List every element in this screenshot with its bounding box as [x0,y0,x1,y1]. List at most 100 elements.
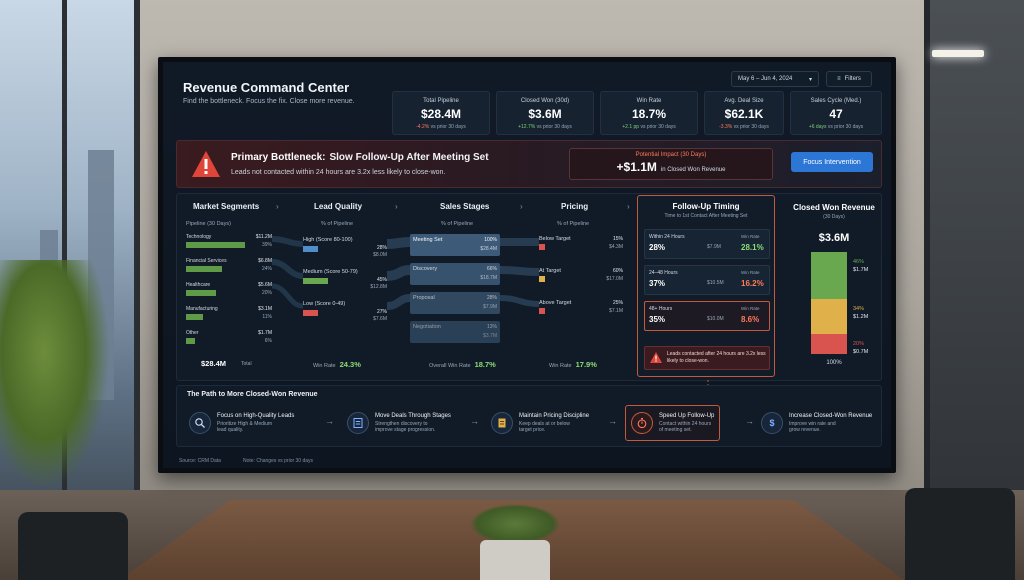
kpi-change: +12.7% vs prior 30 days [497,124,593,130]
followup-label: 48+ Hours [649,306,673,312]
segment-value: $1.7M [853,267,869,273]
chair [905,488,1015,580]
segment-pct: 20% [261,290,272,296]
path-step-quality[interactable]: Focus on High-Quality Leads Prioritize H… [189,405,294,441]
footer-note: Note: Changes vs prior 30 days [243,458,314,464]
followup-win-rate-label: Win Rate [741,234,760,239]
segment-pct: 34% [853,305,865,312]
segment-value: $0.7M [853,348,869,355]
kpi-compare: vs prior 30 days [733,124,769,130]
closed-won-segment-label: 20% $0.7M [853,340,868,356]
quality-name: Low (Score 0-49) [303,301,346,307]
followup-subtitle: Time to 1st Contact After Meeting Set [664,213,748,219]
stage-row[interactable]: Meeting Set 100% $28.4M [410,234,500,256]
stage-row[interactable]: Discovery 66% $18.7M [410,263,500,285]
segment-row[interactable]: Other $1.7M 6% [186,330,272,344]
stage-name: Proposal [413,295,435,301]
filters-button[interactable]: ≡ Filters [826,71,872,87]
segment-pct: 20% [853,340,865,347]
closed-won-segment-label: 46% $1.7M [853,258,868,274]
pricing-row[interactable]: Above Target 25% $7.1M [539,300,623,314]
followup-win-rate-label: Win Rate [741,270,760,275]
stage-row[interactable]: Proposal 28% $7.9M [410,292,500,314]
table-plant [470,504,560,544]
segment-name: Manufacturing [186,306,218,312]
path-step-stages[interactable]: Move Deals Through Stages Strengthen dis… [347,405,451,441]
chevron-right-icon: › [395,202,398,211]
kpi-sales-cycle: Sales Cycle (Med.) 47 +6 days vs prior 3… [790,91,882,135]
pricing-row[interactable]: Below Target 15% $4.3M [539,236,623,250]
chevron-right-icon: › [520,202,523,211]
kpi-compare: vs prior 30 days [430,124,466,130]
pricing-row[interactable]: At Target 60% $17.0M [539,268,623,282]
followup-pct: 35% [649,315,666,324]
impact-label: Potential Impact (30 Days) [635,152,707,158]
followup-card[interactable]: Within 24 Hours 28% $7.9M Win Rate 28.1% [644,229,770,259]
path-step-title: Focus on High-Quality Leads [217,412,295,419]
quality-name: Medium (Score 50-79) [303,269,358,275]
quality-pct: 28% [376,245,387,251]
followup-pct: 37% [649,279,666,288]
followup-panel: Follow-Up Timing Time to 1st Contact Aft… [637,195,775,377]
focus-intervention-button[interactable]: Focus Intervention [791,152,873,172]
pricing-value: $7.1M [609,308,623,314]
stopwatch-icon [631,412,653,434]
followup-win-rate: 16.2% [741,279,764,288]
segment-pct: 11% [262,314,272,320]
segment-row[interactable]: Manufacturing $3.1M 11% [186,306,272,320]
followup-card[interactable]: 48+ Hours 35% $10.0M Win Rate 8.6% [644,301,770,331]
stages-title: Sales Stages [440,202,490,211]
segment-pct: 24% [261,266,272,272]
quality-row[interactable]: High (Score 80-100) 28% $8.0M [303,237,387,258]
segment-row[interactable]: Healthcare $5.6M 20% [186,282,272,296]
segment-value: $11.2M [255,234,272,240]
path-step-desc-line: target price. [519,427,546,433]
path-step-desc-line: improve stage progression. [375,427,436,433]
pricing-pct: 15% [612,236,623,242]
segment-pct: 46% [853,259,865,265]
closed-won-title: Closed Won Revenue [793,203,875,212]
kpi-closed-won: Closed Won (30d) $3.6M +12.7% vs prior 3… [496,91,594,135]
kpi-compare: vs prior 30 days [640,124,676,130]
segment-value: $6.8M [258,258,272,264]
followup-card[interactable]: 24–48 Hours 37% $10.5M Win Rate 16.2% [644,265,770,295]
date-range-picker[interactable]: May 6 – Jun 4, 2024 ▾ [731,71,819,87]
flow-connectors [271,236,540,310]
quality-pct: 45% [376,277,387,283]
kpi-total-pipeline: Total Pipeline $28.4M -4.2% vs prior 30 … [392,91,490,135]
kpi-value: $28.4M [420,107,462,121]
quality-row[interactable]: Medium (Score 50-79) 45% $12.8M [303,269,387,290]
bottleneck-banner: Primary Bottleneck: Slow Follow-Up After … [176,140,882,188]
arrow-right-icon: → [608,416,617,426]
kpi-label: Closed Won (30d) [520,98,570,104]
bottleneck-description: Leads not contacted within 24 hours are … [231,169,446,176]
closed-won-segment [811,252,847,299]
path-step-pricing[interactable]: Maintain Pricing Discipline Keep deals a… [491,405,589,441]
quality-row[interactable]: Low (Score 0-49) 27% $7.6M [303,301,387,322]
stage-pct: 28% [486,295,497,301]
stage-row[interactable]: Negotiation 13% $3.7M [410,321,500,343]
segment-pct: 39% [261,242,272,248]
ceiling-light [932,50,984,57]
impact-sub: in Closed Won Revenue [660,167,726,173]
kpi-label: Win Rate [636,98,662,104]
chevron-right-icon: › [627,202,630,211]
closed-won-value: $3.6M [818,232,850,244]
stages-win-rate: Overall Win Rate 18.7% [429,360,496,369]
path-step-desc-line: Keep deals at or below [519,420,570,427]
kpi-delta: +2.1 pp [622,124,640,130]
bottleneck-title: Primary Bottleneck: Slow Follow-Up After … [231,152,489,163]
path-step-desc-line: Contact within 24 hours [659,420,712,427]
stage-name: Negotiation [413,324,441,330]
path-step-followup[interactable]: Speed Up Follow-Up Contact within 24 hou… [625,405,721,441]
segment-row[interactable]: Financial Services $6.8M 24% [186,258,272,272]
quality-pct: 27% [376,309,387,315]
segment-row[interactable]: Technology $11.2M 39% [186,234,272,248]
quality-subtitle: % of Pipeline [321,221,354,227]
path-step-revenue[interactable]: $ Increase Closed-Won Revenue Improve wi… [761,405,872,441]
stage-value: $3.7M [483,333,497,339]
quality-name: High (Score 80-100) [303,237,353,243]
segment-name: Technology [186,234,212,240]
segment-value: $3.1M [258,306,272,312]
page-subtitle: Find the bottleneck. Focus the fix. Clos… [183,98,355,105]
